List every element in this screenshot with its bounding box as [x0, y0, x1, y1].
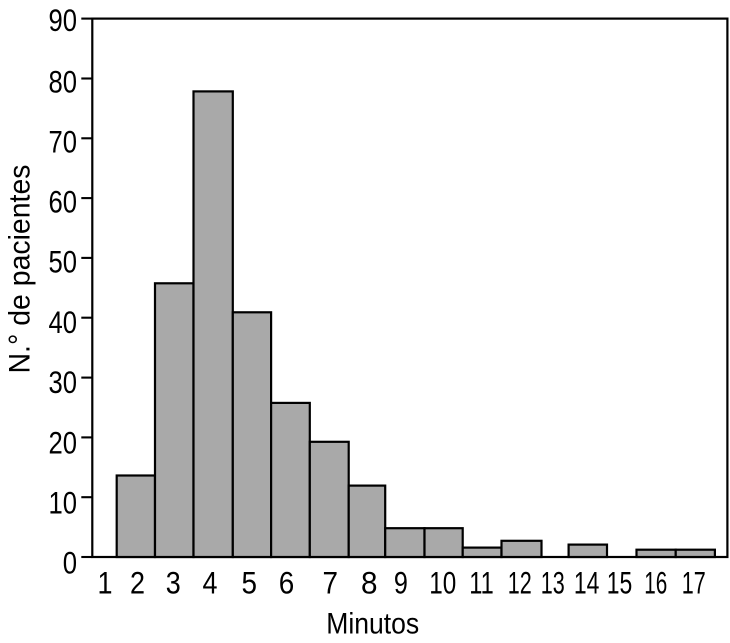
svg-text:10: 10 [429, 565, 456, 601]
svg-text:7: 7 [323, 565, 339, 601]
svg-text:Minutos: Minutos [326, 608, 419, 641]
svg-text:4: 4 [203, 565, 218, 601]
svg-text:2: 2 [130, 565, 145, 601]
svg-text:30: 30 [49, 364, 78, 400]
svg-text:1: 1 [98, 565, 113, 601]
svg-text:20: 20 [49, 424, 78, 460]
svg-text:9: 9 [394, 565, 408, 601]
svg-text:11: 11 [469, 565, 494, 601]
svg-text:3: 3 [166, 565, 181, 601]
svg-text:10: 10 [49, 484, 78, 520]
svg-text:5: 5 [241, 565, 257, 601]
svg-text:15: 15 [607, 565, 633, 601]
svg-text:50: 50 [49, 244, 78, 280]
svg-text:8: 8 [361, 565, 378, 601]
svg-text:6: 6 [279, 565, 295, 601]
svg-text:12: 12 [508, 565, 532, 601]
svg-text:0: 0 [63, 545, 77, 581]
svg-text:N.° de pacientes: N.° de pacientes [4, 165, 37, 374]
svg-text:90: 90 [49, 2, 78, 38]
svg-text:70: 70 [49, 123, 78, 159]
svg-text:16: 16 [644, 565, 667, 601]
svg-text:80: 80 [49, 64, 78, 100]
svg-text:14: 14 [574, 565, 600, 601]
svg-text:40: 40 [49, 304, 78, 340]
svg-text:17: 17 [682, 565, 706, 601]
svg-text:13: 13 [541, 565, 565, 601]
svg-text:60: 60 [49, 184, 78, 220]
